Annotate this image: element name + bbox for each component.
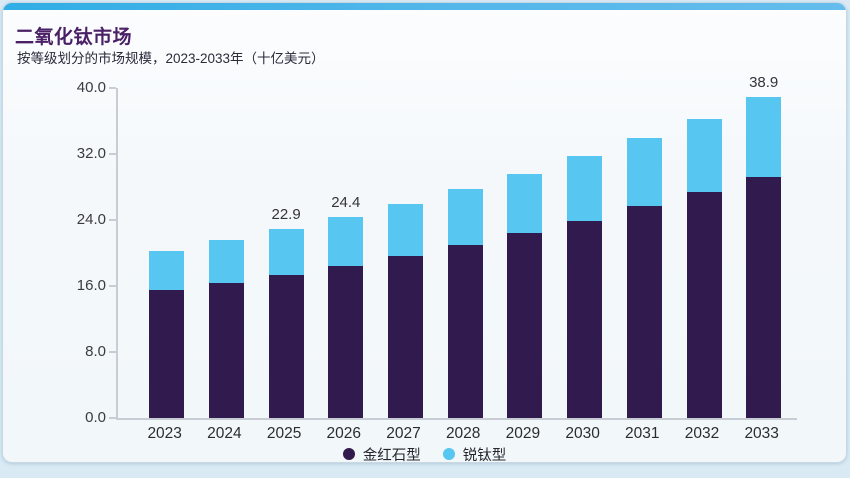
y-axis-tick-mark — [109, 417, 116, 419]
x-axis-tick-label: 2031 — [625, 425, 660, 442]
bar-segment-rutile — [149, 290, 185, 418]
x-axis-tick-label: 2026 — [326, 425, 362, 442]
bar-total-label: 38.9 — [749, 74, 779, 92]
y-axis-tick-label: 32.0 — [76, 145, 106, 162]
bar-segment-anatase — [388, 203, 423, 257]
y-axis-tick-mark — [109, 219, 116, 221]
bar-segment-rutile — [328, 266, 364, 418]
bar-segment-anatase — [447, 189, 483, 245]
x-axis-tick-label: 2028 — [445, 425, 481, 442]
bar-segment-anatase — [149, 250, 185, 291]
x-axis-tick-label: 2027 — [386, 425, 421, 442]
bar-segment-anatase — [626, 138, 662, 206]
x-axis-tick-label: 2025 — [266, 425, 302, 442]
chart-subtitle: 按等级划分的市场规模，2023-2033年（十亿美元） — [17, 51, 325, 66]
y-axis-tick-mark — [109, 87, 116, 89]
bar-segment-rutile — [746, 177, 782, 418]
x-axis-tick-label: 2032 — [684, 425, 720, 442]
legend-label: 金红石型 — [362, 447, 421, 463]
bar-segment-anatase — [746, 97, 782, 178]
card-top-accent — [3, 3, 846, 10]
legend-dot — [342, 448, 355, 460]
chart-title: 二氧化钛市场 — [15, 27, 133, 48]
bar-segment-rutile — [268, 275, 304, 418]
legend-item: 金红石型 — [342, 444, 421, 463]
y-axis-tick-mark — [109, 351, 116, 353]
bar-segment-anatase — [208, 239, 244, 283]
bar-segment-rutile — [388, 256, 423, 418]
y-axis-tick-label: 40.0 — [76, 79, 106, 96]
x-axis-tick-label: 2024 — [207, 425, 242, 442]
plot-area: 22.9 24.4 38.9 — [116, 74, 797, 420]
bar-segment-rutile — [626, 206, 662, 418]
x-axis-tick-label: 2033 — [744, 425, 779, 442]
y-axis-tick-mark — [109, 153, 116, 155]
bar-segment-rutile — [447, 244, 483, 418]
chart-legend: 金红石型 锐钛型 — [3, 444, 846, 463]
y-axis-tick-label: 24.0 — [76, 211, 106, 228]
bar-segment-anatase — [507, 173, 543, 234]
y-axis-tick-label: 16.0 — [76, 277, 106, 294]
legend-dot — [442, 448, 455, 460]
bar-segment-anatase — [567, 155, 603, 221]
x-axis-tick-label: 2029 — [505, 425, 541, 442]
bar-segment-rutile — [567, 220, 603, 418]
legend-label: 锐钛型 — [462, 447, 507, 463]
bar-segment-anatase — [328, 216, 364, 267]
bar-segment-anatase — [686, 118, 722, 192]
x-axis-tick-label: 2023 — [147, 425, 182, 442]
x-axis-tick-label: 2030 — [565, 425, 600, 442]
y-axis-tick-label: 0.0 — [85, 409, 106, 426]
bar-segment-rutile — [686, 192, 722, 418]
bar-total-label: 22.9 — [271, 206, 301, 224]
bar-segment-rutile — [208, 282, 244, 418]
bar-segment-rutile — [507, 233, 543, 418]
y-axis-tick-mark — [109, 285, 116, 287]
y-axis-tick-label: 8.0 — [85, 343, 106, 360]
bar-segment-anatase — [268, 229, 304, 276]
chart-card: 二氧化钛市场 按等级划分的市场规模，2023-2033年（十亿美元） 22.9 2… — [2, 2, 847, 463]
legend-item: 锐钛型 — [442, 444, 507, 463]
bar-total-label: 24.4 — [331, 193, 361, 211]
